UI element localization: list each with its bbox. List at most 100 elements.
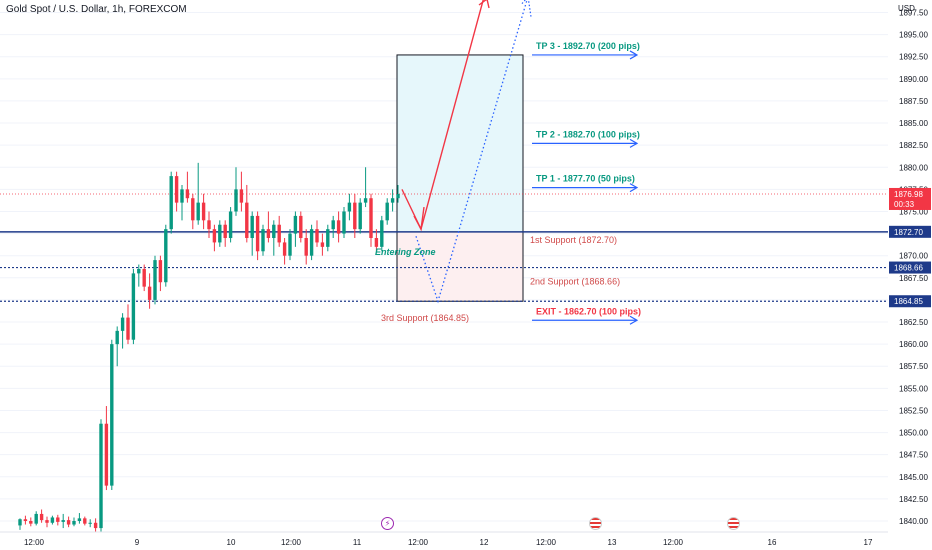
- y-tick-label: 1867.50: [899, 274, 928, 283]
- take-profit-label: TP 3 - 1892.70 (200 pips): [536, 41, 640, 51]
- exit-label: EXIT - 1862.70 (100 pips): [536, 306, 641, 316]
- candle-body: [110, 344, 114, 486]
- y-tick-label: 1870.00: [899, 252, 928, 261]
- candle-body: [380, 220, 384, 247]
- zone-label: Entering Zone: [375, 247, 436, 257]
- y-tick-label: 1845.00: [899, 473, 928, 482]
- candle-body: [331, 220, 335, 230]
- price-axis-bg: [888, 0, 932, 550]
- arrowhead: [413, 206, 425, 232]
- candle-body: [342, 211, 346, 234]
- x-tick-label: 12:00: [281, 538, 302, 547]
- candle-body: [261, 229, 265, 252]
- x-tick-label: 9: [135, 538, 140, 547]
- target-arrowhead: [629, 183, 639, 193]
- candle-body: [288, 233, 292, 256]
- alt-projection-arrow: [415, 0, 528, 304]
- level-tag: [889, 261, 931, 274]
- y-tick-label: 1860.00: [899, 340, 928, 349]
- candle-body: [50, 517, 55, 523]
- take-profit-label: TP 1 - 1877.70 (50 pips): [536, 174, 635, 184]
- candle-body: [396, 193, 400, 199]
- candle-body: [277, 224, 281, 243]
- candle-body: [185, 189, 190, 199]
- currency-label: USD: [898, 4, 915, 13]
- candle-body: [153, 260, 157, 300]
- candle-body: [126, 317, 130, 340]
- y-tick-label: 1840.00: [899, 517, 928, 526]
- support-label: 3rd Support (1864.85): [381, 313, 469, 323]
- candle-body: [309, 229, 314, 256]
- x-tick-label: 17: [864, 538, 873, 547]
- candle-body: [304, 238, 308, 256]
- y-tick-label: 1862.50: [899, 318, 928, 327]
- candle-body: [131, 273, 136, 340]
- candle-body: [99, 423, 103, 529]
- last-price-tag: [889, 187, 931, 210]
- countdown-text: 00:33: [894, 200, 915, 209]
- candle-body: [299, 215, 303, 239]
- y-tick-label: 1887.50: [899, 97, 928, 106]
- candle-body: [158, 260, 163, 283]
- candle-body: [239, 189, 244, 203]
- y-tick-label: 1892.50: [899, 53, 928, 62]
- y-tick-label: 1895.00: [899, 31, 928, 40]
- candle-body: [45, 520, 49, 523]
- candle-body: [34, 513, 38, 524]
- x-tick-label: 12:00: [536, 538, 557, 547]
- candle-body: [315, 229, 319, 243]
- candle-body: [390, 198, 395, 203]
- level-tag-text: 1868.66: [894, 264, 923, 273]
- candle-body: [174, 176, 179, 203]
- candle-body: [115, 330, 119, 345]
- time-axis: 12:00 9 10 12:00 11 12:00 12 12:00 13 12:00 16 17: [0, 531, 888, 547]
- y-tick-label: 1852.50: [899, 406, 928, 415]
- us-flag-icon[interactable]: [727, 517, 740, 530]
- y-tick-label: 1842.50: [899, 495, 928, 504]
- candle-body: [336, 220, 341, 234]
- y-tick-label: 1850.00: [899, 429, 928, 438]
- candle-body: [120, 317, 125, 331]
- target-arrowhead: [629, 138, 639, 148]
- candle-body: [169, 176, 173, 230]
- candle-body: [83, 518, 87, 524]
- level-tag: [889, 295, 931, 308]
- candle-body: [29, 521, 33, 524]
- y-tick-label: 1875.00: [899, 207, 928, 216]
- y-tick-label: 1857.50: [899, 362, 928, 371]
- candle-body: [104, 423, 109, 486]
- y-tick-label: 1882.50: [899, 141, 928, 150]
- price-axis: USD 1840.00 1842.50 1845.00 1847.50 1850.00 18…: [888, 0, 932, 550]
- candle-body: [191, 198, 195, 221]
- candle-body: [282, 242, 287, 256]
- y-tick-label: 1880.00: [899, 163, 928, 172]
- candle-body: [374, 238, 379, 247]
- candle-body: [218, 224, 222, 243]
- event-lightning-icon[interactable]: ⚡: [381, 517, 394, 530]
- symbol-title: Gold Spot / U.S. Dollar, 1h, FOREXCOM: [6, 4, 187, 15]
- us-flag-icon[interactable]: [589, 517, 602, 530]
- y-tick-label: 1890.00: [899, 75, 928, 84]
- profit-zone: [397, 54, 523, 232]
- candle-body: [201, 202, 206, 221]
- candle-body: [347, 202, 352, 212]
- x-tick-label: 12:00: [24, 538, 45, 547]
- take-profit-label: TP 2 - 1882.70 (100 pips): [536, 129, 640, 139]
- level-tag-text: 1872.70: [894, 228, 923, 237]
- level-tag: [889, 225, 931, 238]
- candle-body: [88, 522, 92, 524]
- support-label: 2nd Support (1868.66): [530, 277, 620, 287]
- candle-body: [66, 520, 71, 525]
- target-arrowhead: [629, 50, 639, 60]
- candle-body: [196, 202, 200, 221]
- y-tick-label: 1885.00: [899, 119, 928, 128]
- loss-zone: [397, 231, 523, 302]
- candle-body: [164, 229, 168, 283]
- x-tick-label: 10: [227, 538, 236, 547]
- x-tick-label: 12:00: [663, 538, 684, 547]
- candle-body: [353, 202, 357, 230]
- candle-body: [228, 211, 233, 239]
- candle-body: [180, 189, 184, 203]
- x-tick-label: 12:00: [408, 538, 429, 547]
